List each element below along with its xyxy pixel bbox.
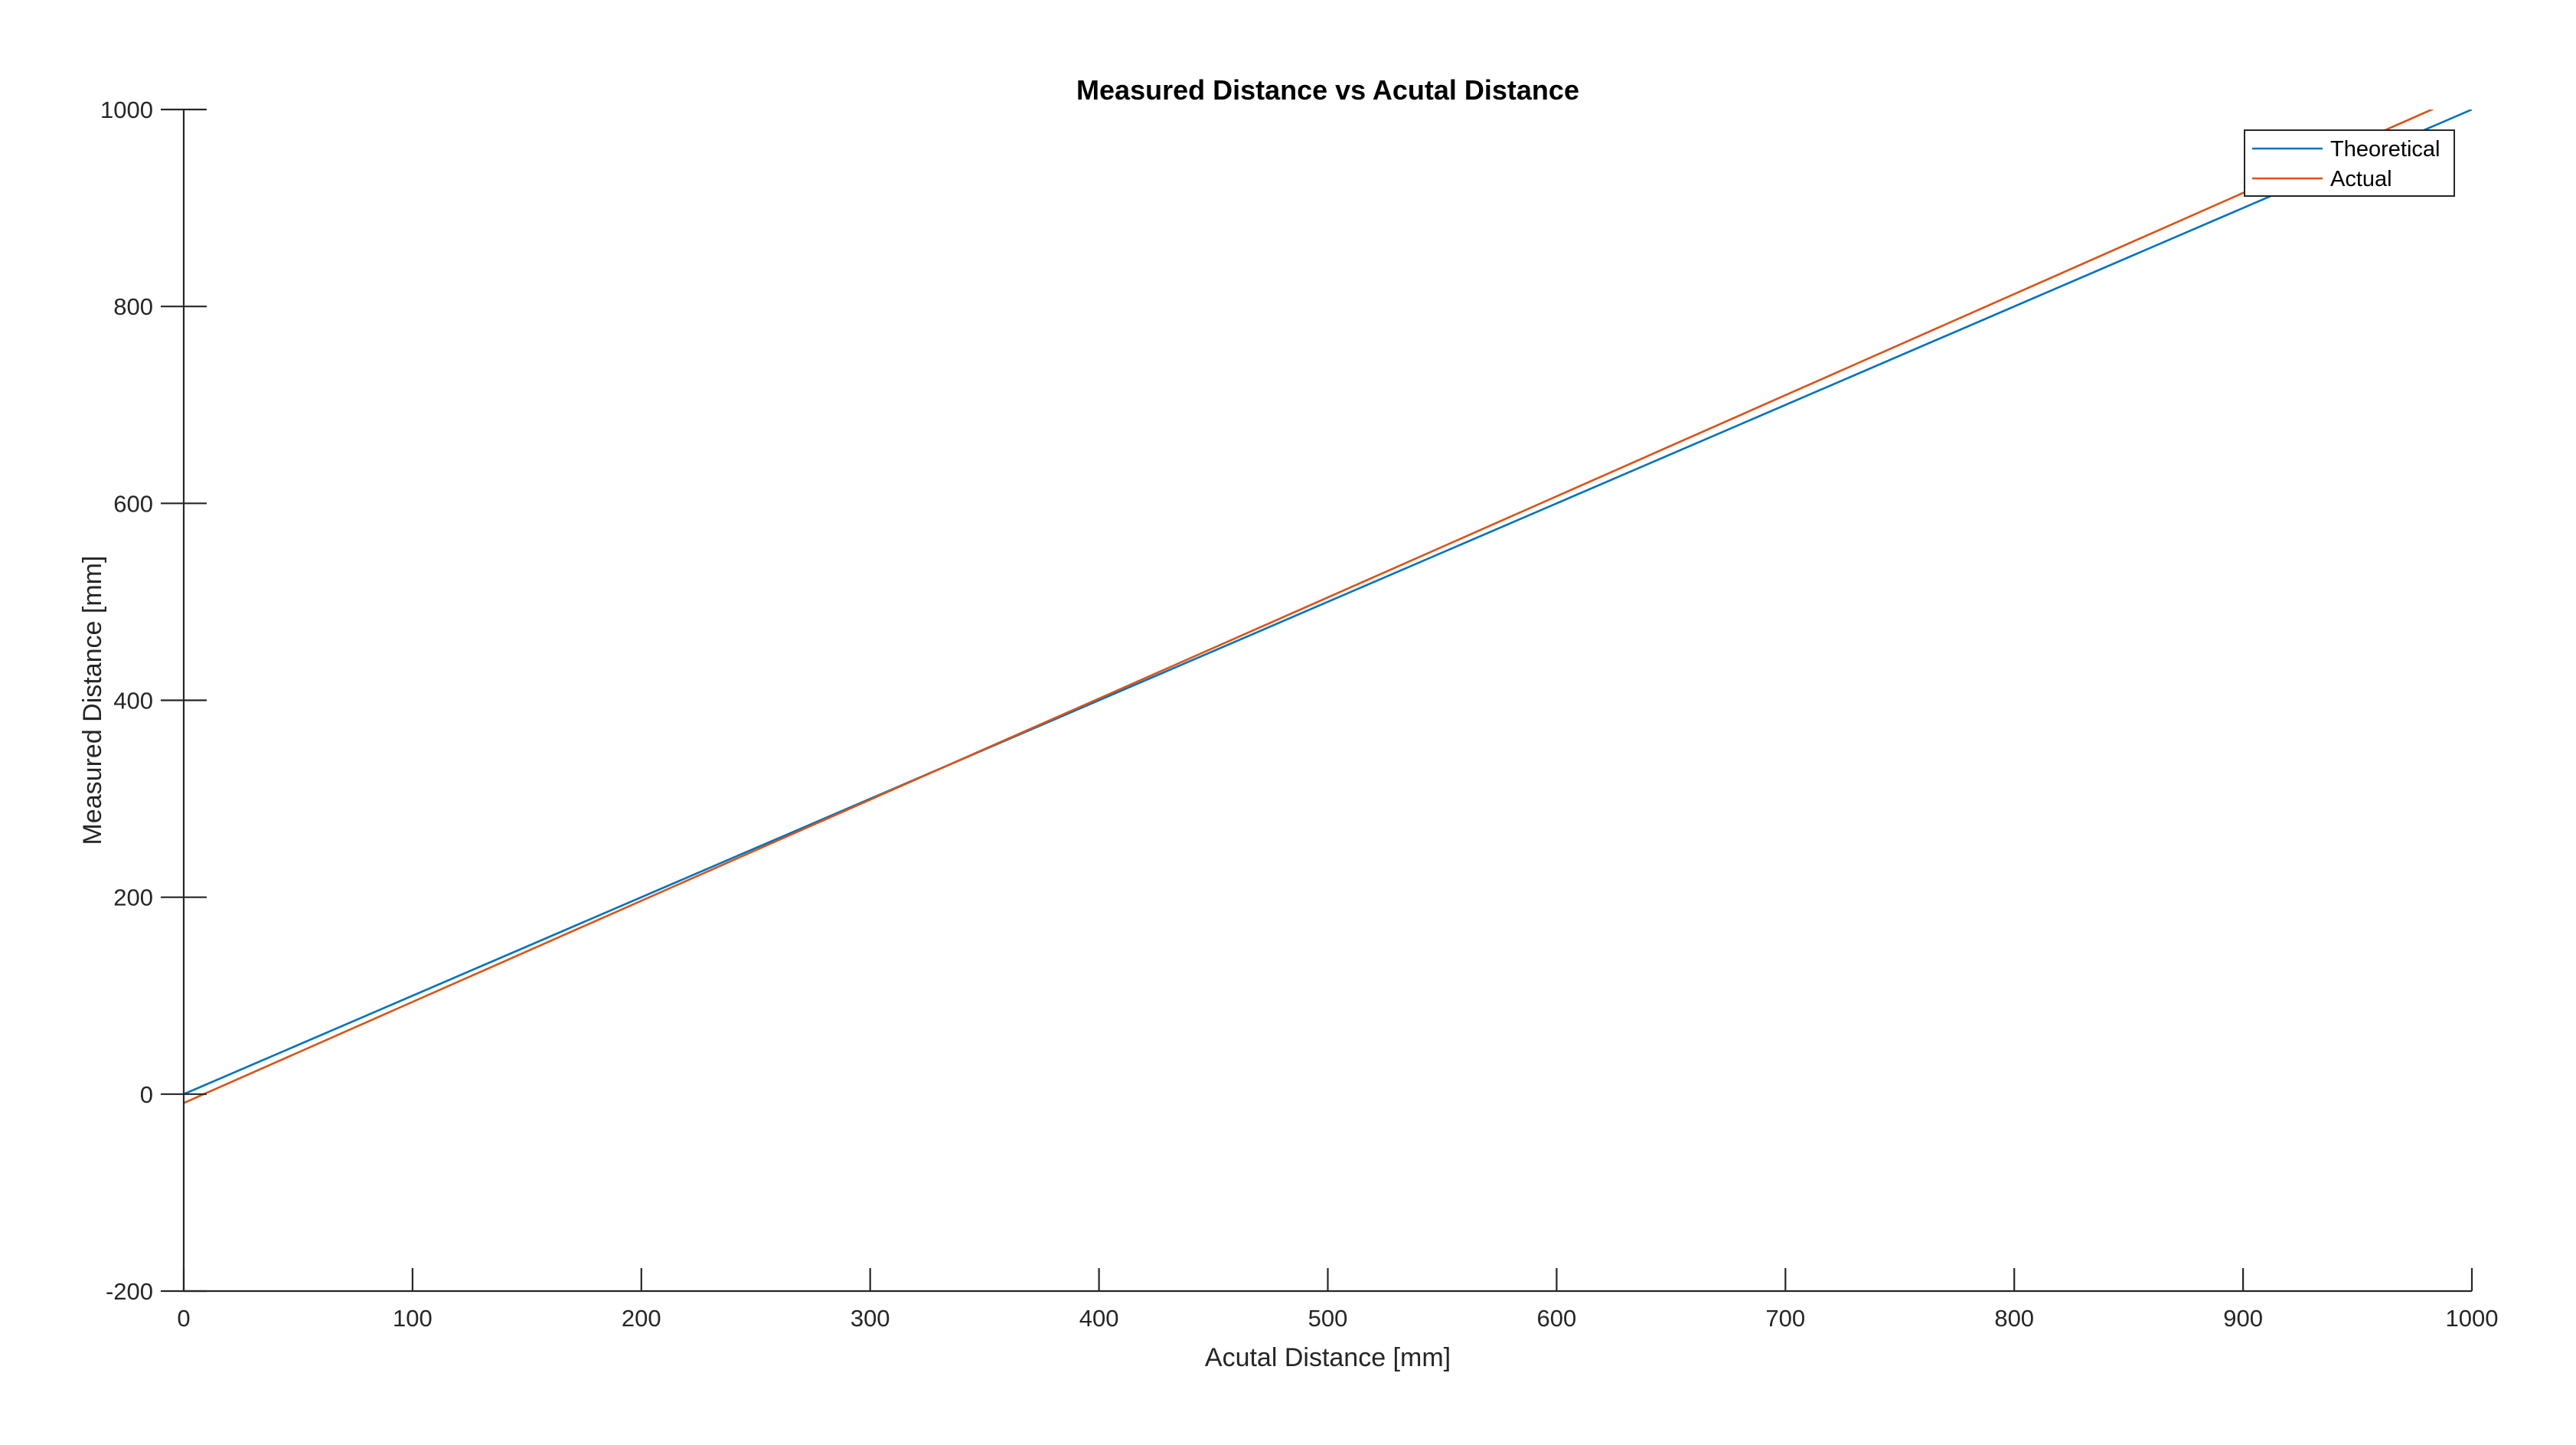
x-tick-label: 600	[1537, 1305, 1577, 1332]
series-lines	[184, 110, 2472, 1104]
y-tick-label: 200	[113, 884, 153, 911]
legend-label-actual: Actual	[2330, 167, 2392, 191]
x-tick-label: 500	[1308, 1305, 1348, 1332]
x-tick-label: 900	[2223, 1305, 2263, 1332]
x-tick-label: 700	[1765, 1305, 1805, 1332]
x-tick-label: 400	[1079, 1305, 1119, 1332]
x-tick-label: 100	[393, 1305, 433, 1332]
y-tick-label: 0	[140, 1081, 153, 1108]
legend-label-theoretical: Theoretical	[2330, 137, 2440, 162]
y-axis-ticks: -200 0 200 400 600 800 1000	[100, 96, 207, 1305]
chart-title: Measured Distance vs Acutal Distance	[1076, 74, 1579, 106]
y-tick-label: -200	[106, 1278, 153, 1305]
legend-box	[2244, 129, 2455, 197]
x-tick-label: 200	[622, 1305, 661, 1332]
y-tick-label: 400	[113, 688, 153, 714]
y-tick-label: 600	[113, 490, 153, 517]
x-tick-label: 300	[851, 1305, 890, 1332]
legend: Theoretical Actual	[2244, 129, 2455, 197]
x-axis-label: Acutal Distance [mm]	[1205, 1343, 1451, 1372]
x-tick-label: 0	[177, 1305, 190, 1332]
y-tick-label: 1000	[100, 96, 153, 123]
series-line-actual	[184, 110, 2434, 1104]
x-axis-ticks: 0 100 200 300 400 500 600 700 800 900 1000	[177, 1268, 2498, 1332]
y-tick-label: 800	[113, 293, 153, 320]
y-axis-label: Measured Distance [mm]	[78, 556, 107, 845]
series-line-theoretical	[184, 110, 2472, 1096]
x-tick-label: 1000	[2446, 1305, 2499, 1332]
x-tick-label: 800	[1994, 1305, 2034, 1332]
